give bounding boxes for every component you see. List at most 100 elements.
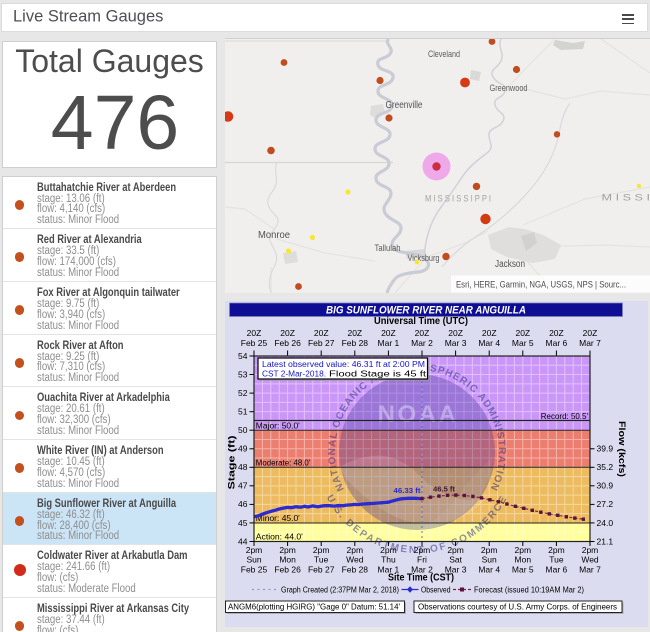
svg-text:Major: 50.0': Major: 50.0' xyxy=(256,421,301,430)
svg-text:Esri, HERE, Garmin, NGA, USGS,: Esri, HERE, Garmin, NGA, USGS, NPS | Sou… xyxy=(456,280,626,290)
svg-text:53: 53 xyxy=(238,369,248,379)
svg-text:Flow (kcfs): Flow (kcfs) xyxy=(617,421,627,477)
svg-text:Feb 28: Feb 28 xyxy=(342,565,369,575)
svg-text:Tallulah: Tallulah xyxy=(375,243,401,254)
svg-text:20Z: 20Z xyxy=(448,328,463,338)
svg-text:54: 54 xyxy=(238,351,248,361)
svg-text:Feb 26: Feb 26 xyxy=(274,565,301,575)
svg-text:Mar 7: Mar 7 xyxy=(579,565,601,575)
svg-text:2pm: 2pm xyxy=(313,545,330,555)
svg-text:Thu: Thu xyxy=(381,555,396,565)
svg-text:Site Time (CST): Site Time (CST) xyxy=(388,573,454,584)
svg-text:CST 2-Mar-2018.: CST 2-Mar-2018. xyxy=(262,370,326,379)
svg-text:Universal Time (UTC): Universal Time (UTC) xyxy=(374,316,468,327)
svg-text:44: 44 xyxy=(238,536,248,546)
svg-text:Greenwood: Greenwood xyxy=(490,83,528,94)
svg-text:Observations courtesy of U.S.: Observations courtesy of U.S. Army Corps… xyxy=(418,603,617,612)
svg-text:2pm: 2pm xyxy=(380,545,397,555)
svg-text:2pm: 2pm xyxy=(246,545,263,555)
svg-text:47: 47 xyxy=(238,481,248,491)
svg-text:Mar 2: Mar 2 xyxy=(411,338,433,348)
svg-text:46.5 ft: 46.5 ft xyxy=(433,485,455,494)
svg-text:Tue: Tue xyxy=(549,555,564,565)
svg-text:Mar 1: Mar 1 xyxy=(378,338,400,348)
svg-text:Mar 7: Mar 7 xyxy=(579,338,601,348)
svg-text:2pm: 2pm xyxy=(347,545,364,555)
svg-text:Greenville: Greenville xyxy=(386,100,423,111)
svg-text:M I S S I S S I P P I: M I S S I S S I P P I xyxy=(602,193,650,203)
svg-text:Mar 5: Mar 5 xyxy=(512,565,534,575)
svg-text:Mon: Mon xyxy=(515,555,532,565)
svg-text:Feb 25: Feb 25 xyxy=(241,565,268,575)
svg-text:2pm: 2pm xyxy=(414,545,431,555)
svg-text:39.9: 39.9 xyxy=(597,444,614,454)
svg-text:20Z: 20Z xyxy=(583,328,598,338)
svg-text:Flood Stage is 45 ft: Flood Stage is 45 ft xyxy=(329,370,427,379)
svg-text:Feb 25: Feb 25 xyxy=(241,338,268,348)
svg-text:Mar 4: Mar 4 xyxy=(478,338,500,348)
svg-text:Graph Created (2:37PM Mar 2, 2: Graph Created (2:37PM Mar 2, 2018) xyxy=(281,586,399,595)
svg-text:2pm: 2pm xyxy=(515,545,532,555)
svg-text:BIG SUNFLOWER RIVER NEAR ANGUI: BIG SUNFLOWER RIVER NEAR ANGUILLA xyxy=(326,305,526,317)
svg-text:20Z: 20Z xyxy=(415,328,430,338)
svg-text:20Z: 20Z xyxy=(381,328,396,338)
svg-text:2pm: 2pm xyxy=(447,545,464,555)
svg-text:Mar 4: Mar 4 xyxy=(478,565,500,575)
svg-text:M I S S I S S I P P I: M I S S I S S I P P I xyxy=(425,194,491,204)
svg-text:20Z: 20Z xyxy=(314,328,329,338)
svg-text:Wed: Wed xyxy=(581,555,599,565)
svg-text:49: 49 xyxy=(238,444,248,454)
svg-text:Record: 50.5': Record: 50.5' xyxy=(541,412,589,421)
svg-text:Jackson: Jackson xyxy=(495,259,525,270)
svg-text:20Z: 20Z xyxy=(515,328,530,338)
svg-text:30.9: 30.9 xyxy=(597,481,614,491)
svg-text:Mar 6: Mar 6 xyxy=(546,565,568,575)
svg-text:35.2: 35.2 xyxy=(597,462,614,472)
svg-text:45: 45 xyxy=(238,518,248,528)
svg-text:52: 52 xyxy=(238,388,248,398)
svg-text:Sun: Sun xyxy=(246,555,261,565)
svg-text:2pm: 2pm xyxy=(481,545,498,555)
svg-text:Latest observed value: 46.31: Latest observed value: 46.31 ft at 2:00 … xyxy=(262,360,425,369)
svg-text:ANGM6(plotting HGIRG) "Gage 0": ANGM6(plotting HGIRG) "Gage 0" Datum: 51… xyxy=(228,603,400,612)
svg-text:Stage (ft): Stage (ft) xyxy=(227,436,237,490)
svg-text:Mar 6: Mar 6 xyxy=(546,338,568,348)
svg-text:Feb 27: Feb 27 xyxy=(308,565,335,575)
svg-text:Minor: 45.0': Minor: 45.0' xyxy=(256,514,301,523)
svg-text:Action: 44.0': Action: 44.0' xyxy=(256,533,304,542)
svg-text:Feb 26: Feb 26 xyxy=(274,338,301,348)
svg-text:Moderate: 48.0': Moderate: 48.0' xyxy=(256,459,311,468)
svg-text:Mon: Mon xyxy=(279,555,296,565)
svg-text:50: 50 xyxy=(238,425,248,435)
svg-text:20Z: 20Z xyxy=(280,328,295,338)
svg-text:Monroe: Monroe xyxy=(258,230,290,241)
svg-text:48: 48 xyxy=(238,462,248,472)
svg-text:20Z: 20Z xyxy=(482,328,497,338)
svg-text:21.1: 21.1 xyxy=(597,536,614,546)
svg-text:2pm: 2pm xyxy=(548,545,565,555)
svg-text:46: 46 xyxy=(238,499,248,509)
svg-text:Sun: Sun xyxy=(482,555,497,565)
svg-text:24.0: 24.0 xyxy=(597,518,614,528)
svg-text:2pm: 2pm xyxy=(582,545,599,555)
svg-text:51: 51 xyxy=(238,407,248,417)
svg-text:2pm: 2pm xyxy=(279,545,296,555)
svg-text:Sat: Sat xyxy=(449,555,462,565)
svg-text:Feb 28: Feb 28 xyxy=(342,338,369,348)
svg-text:20Z: 20Z xyxy=(247,328,262,338)
svg-text:Wed: Wed xyxy=(346,555,364,565)
svg-text:Mar 1: Mar 1 xyxy=(378,565,400,575)
svg-text:Mar 3: Mar 3 xyxy=(445,565,467,575)
svg-text:Forecast (issued 10:19AM Mar 2: Forecast (issued 10:19AM Mar 2) xyxy=(474,586,584,595)
svg-text:27.2: 27.2 xyxy=(597,499,614,509)
svg-text:20Z: 20Z xyxy=(347,328,362,338)
svg-text:20Z: 20Z xyxy=(549,328,564,338)
svg-text:Tue: Tue xyxy=(314,555,329,565)
svg-text:Observed: Observed xyxy=(421,586,451,595)
svg-text:46.33 ft: 46.33 ft xyxy=(394,486,422,495)
svg-text:Cleveland: Cleveland xyxy=(428,49,460,60)
svg-text:NOAA: NOAA xyxy=(378,401,459,428)
svg-text:Mar 3: Mar 3 xyxy=(445,338,467,348)
svg-text:Fri: Fri xyxy=(417,555,427,565)
svg-text:Vicksburg: Vicksburg xyxy=(408,253,440,264)
